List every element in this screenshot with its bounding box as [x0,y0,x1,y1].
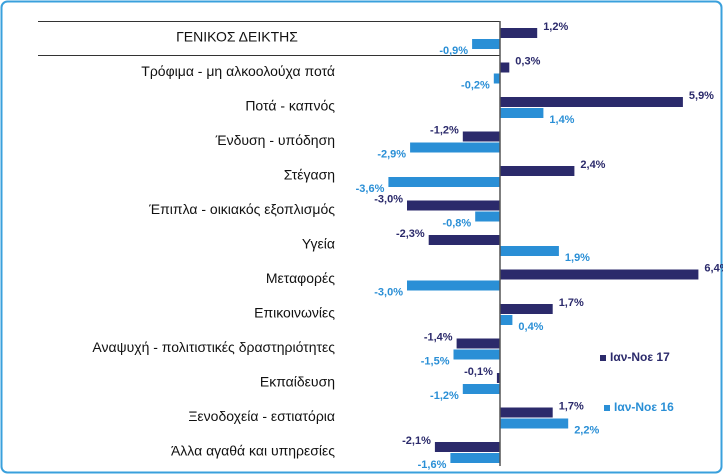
bar [500,246,559,256]
value-label: -2,9% [377,148,406,160]
category-label: ΓΕΝΙΚΟΣ ΔΕΙΚΤΗΣ [176,29,298,45]
category-label: Στέγαση [284,167,335,183]
value-label: 1,9% [565,252,590,264]
bar [500,304,553,314]
category-label: Ένδυση - υπόδηση [215,132,335,148]
bar [493,73,500,84]
legend-swatch [604,405,610,411]
category-label: Ποτά - καπνός [245,98,335,114]
value-label: -1,4% [424,331,453,343]
value-label: -2,3% [396,228,425,240]
bar [428,235,500,245]
value-label: -3,6% [356,183,385,195]
category-label: Υγεία [302,236,335,252]
value-label: -2,1% [402,435,431,447]
bar [500,269,699,280]
category-label: Ξενοδοχεία - εστιατόρια [188,408,335,424]
bar [434,442,500,452]
bar [410,142,500,153]
value-label: 1,7% [559,400,584,412]
bar [500,28,538,38]
value-label: 2,2% [574,424,599,436]
bar [500,108,544,118]
legend-label: Ιαν-Νοε 17 [610,350,670,364]
category-label: Μεταφορές [266,270,335,286]
value-label: 2,4% [580,159,605,171]
bar [500,97,683,107]
value-label: -0,2% [461,79,490,91]
legend-swatch [600,355,606,361]
bar [496,373,500,383]
legend-label: Ιαν-Νοε 16 [614,400,674,414]
bar [407,280,500,291]
bar [462,131,500,142]
value-label: -1,6% [418,459,447,471]
bar [407,200,500,211]
category-label: Επικοινωνίες [254,305,335,321]
value-label: -0,9% [439,45,468,57]
bar [500,418,569,429]
category-label: Έπιπλα - οικιακός εξοπλισμός [148,201,335,217]
bar [388,177,500,187]
bar [500,407,553,418]
bar [450,453,500,463]
category-label: Αναψυχή - πολιτιστικές δραστηριότητες [92,339,335,355]
bar [462,384,500,394]
category-label: Εκπαίδευση [260,374,335,390]
value-label: -3,0% [374,193,403,205]
value-label: 1,2% [543,21,568,33]
value-label: 6,4% [704,262,723,274]
value-label: 1,7% [559,297,584,309]
value-label: 0,4% [518,321,543,333]
bar [500,315,513,325]
value-label: -0,8% [442,217,471,229]
bar [456,338,500,349]
value-label: -1,5% [421,355,450,367]
bar [475,211,500,222]
category-label: Άλλα αγαθά και υπηρεσίες [171,443,335,459]
value-label: -1,2% [430,124,459,136]
value-label: -0,1% [464,366,493,378]
value-label: -1,2% [430,390,459,402]
value-label: -3,0% [374,286,403,298]
bar [500,166,575,176]
value-label: 0,3% [515,55,540,67]
value-label: 1,4% [549,114,574,126]
value-label: 5,9% [689,90,714,102]
bar [500,62,510,73]
category-label: Τρόφιμα - μη αλκοολούχα ποτά [141,63,335,79]
bar [453,349,500,360]
bar [472,39,500,49]
